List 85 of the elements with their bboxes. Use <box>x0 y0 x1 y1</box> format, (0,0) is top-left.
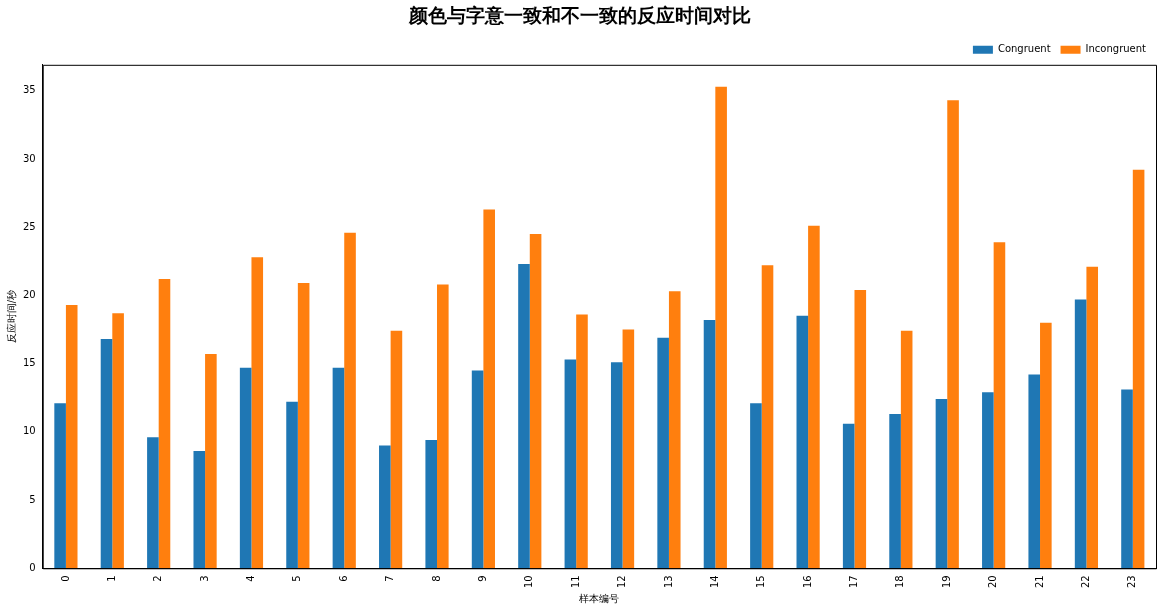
bar <box>471 370 484 569</box>
legend-label: Congruent <box>997 43 1051 55</box>
x-axis-title: 样本编号 <box>579 592 620 604</box>
bar <box>982 392 994 569</box>
x-tick-label: 19 <box>940 575 952 589</box>
x-tick-label: 17 <box>848 575 860 589</box>
y-tick-label: 15 <box>22 357 36 369</box>
bar <box>193 450 206 569</box>
x-tick-label: 4 <box>245 575 257 582</box>
y-tick-label: 0 <box>29 561 36 573</box>
x-tick-label: 18 <box>894 575 906 589</box>
x-tick-label: 7 <box>384 575 396 582</box>
bar <box>147 437 159 569</box>
chart-title: 颜色与字意一致和不一致的反应时间对比 <box>408 4 751 27</box>
legend-label: Incongruent <box>1085 43 1147 55</box>
bar <box>390 330 403 569</box>
x-tick-label: 6 <box>337 575 349 582</box>
bar <box>889 414 901 569</box>
x-tick-label: 9 <box>476 575 488 582</box>
bar <box>425 440 438 569</box>
x-tick-label: 2 <box>152 575 164 582</box>
x-tick-label: 0 <box>59 575 71 582</box>
bar <box>344 232 356 569</box>
bar <box>900 330 913 569</box>
x-tick-label: 12 <box>616 575 628 589</box>
x-tick-label: 5 <box>291 575 303 582</box>
bar <box>1028 374 1041 569</box>
y-tick-label: 10 <box>22 425 36 437</box>
bar <box>715 86 727 569</box>
x-tick-label: 8 <box>430 575 442 582</box>
bar <box>993 242 1006 569</box>
bar <box>564 359 577 569</box>
bar <box>1074 299 1087 569</box>
bar <box>761 265 774 569</box>
bar <box>842 423 855 569</box>
bar <box>796 315 809 569</box>
bar <box>297 283 310 569</box>
bar <box>239 367 252 569</box>
bar <box>935 399 948 569</box>
bar <box>808 225 820 569</box>
bar <box>54 403 66 569</box>
bar <box>332 367 345 569</box>
bar <box>112 313 124 569</box>
y-axis-title: 反应时间/秒 <box>5 289 17 344</box>
bar <box>576 314 588 569</box>
bar <box>657 337 669 569</box>
bar <box>668 291 681 569</box>
bar <box>1086 266 1099 569</box>
bar <box>1040 322 1052 569</box>
x-tick-label: 23 <box>1126 575 1138 589</box>
bar <box>437 284 449 569</box>
bar <box>1121 389 1133 569</box>
bar <box>483 209 495 569</box>
bar <box>750 403 762 569</box>
y-tick-label: 5 <box>29 493 36 505</box>
x-tick-label: 3 <box>198 575 210 582</box>
x-tick-label: 21 <box>1033 575 1045 589</box>
bar <box>100 339 113 569</box>
bar <box>65 304 78 569</box>
bar <box>205 354 217 569</box>
x-tick-label: 16 <box>801 575 813 589</box>
x-tick-label: 15 <box>755 575 767 589</box>
x-tick-label: 1 <box>105 575 117 582</box>
bar <box>947 100 959 569</box>
bar <box>622 329 635 569</box>
bar <box>703 319 716 569</box>
bar <box>854 289 867 569</box>
y-tick-label: 25 <box>22 220 36 232</box>
bar <box>251 257 264 569</box>
y-tick-label: 30 <box>22 152 36 164</box>
bar <box>1132 169 1145 569</box>
bar <box>518 264 530 569</box>
x-tick-label: 11 <box>569 575 581 589</box>
y-tick-label: 35 <box>22 84 36 96</box>
x-tick-label: 13 <box>662 575 674 589</box>
y-tick-label: 20 <box>22 288 36 300</box>
x-tick-label: 20 <box>987 575 999 589</box>
bar <box>379 445 391 569</box>
x-tick-label: 10 <box>523 575 535 589</box>
bar <box>529 233 542 569</box>
x-tick-label: 14 <box>708 575 720 589</box>
bar <box>610 362 623 569</box>
x-tick-label: 22 <box>1080 575 1092 589</box>
bar <box>286 401 298 569</box>
bar <box>158 279 171 569</box>
